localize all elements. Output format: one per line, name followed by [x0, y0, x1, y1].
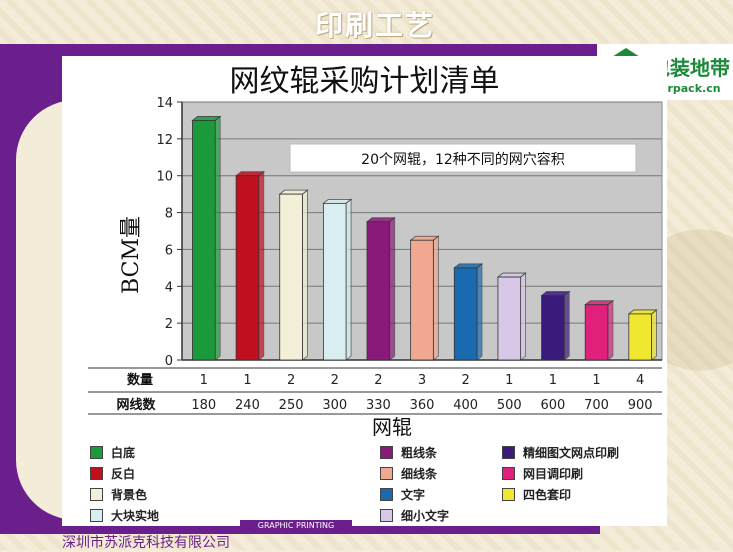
- legend-swatch: [380, 488, 393, 501]
- bar: [628, 313, 652, 361]
- x-tick-label: 330: [366, 398, 391, 413]
- legend-item: 细小文字: [380, 507, 449, 524]
- bar: [497, 276, 522, 361]
- legend-item: 粗线条: [380, 444, 437, 461]
- legend-label: 白底: [111, 446, 136, 460]
- x-tick-label: 400: [453, 398, 478, 413]
- legend-label: 细线条: [401, 467, 438, 481]
- y-tick-label: 2: [165, 317, 173, 332]
- y-tick-label: 8: [165, 207, 173, 222]
- legend-item: 四色套印: [502, 486, 571, 503]
- footer-company: 深圳市苏派克科技有限公司: [62, 535, 230, 551]
- annotation-text: 20个网辊，12种不同的网穴容积: [361, 151, 565, 168]
- count-row-label: 数量: [127, 372, 153, 388]
- y-tick-label: 12: [156, 133, 173, 148]
- legend-label: 精细图文网点印刷: [523, 446, 620, 460]
- legend-label: 细小文字: [401, 509, 450, 523]
- bar: [366, 221, 391, 361]
- legend-swatch: [380, 509, 393, 522]
- legend-swatch: [502, 488, 515, 501]
- legend-label: 四色套印: [523, 488, 572, 502]
- legend-item: 背景色: [90, 486, 147, 503]
- y-tick-label: 6: [165, 243, 173, 258]
- annotation-box: [289, 143, 637, 173]
- y-tick-label: 10: [156, 170, 173, 185]
- bar: [279, 193, 303, 361]
- x-tick-label: 250: [279, 398, 304, 413]
- bar-side: [651, 309, 657, 361]
- bar: [192, 120, 216, 361]
- legend-label: 粗线条: [401, 446, 438, 460]
- bar: [584, 304, 609, 361]
- count-label: 2: [461, 373, 469, 388]
- legend-item: 反白: [90, 465, 135, 482]
- legend-swatch: [380, 467, 393, 480]
- x-tick-label: 240: [235, 398, 260, 413]
- x-tick-label: 900: [628, 398, 653, 413]
- y-tick-label: 4: [165, 280, 173, 295]
- x-tick-label: 300: [322, 398, 347, 413]
- y-tick-label: 0: [165, 354, 173, 369]
- legend-item: 精细图文网点印刷: [502, 444, 619, 461]
- bar-side: [214, 115, 221, 361]
- bar: [453, 267, 478, 361]
- count-label: 2: [331, 373, 339, 388]
- lines-row-label: 网线数: [116, 397, 156, 413]
- x-tick-label: 600: [540, 398, 565, 413]
- y-tick-label: 14: [156, 96, 173, 111]
- bar: [541, 295, 565, 361]
- count-label: 1: [592, 373, 600, 388]
- chart-title: 网纹辊采购计划清单: [229, 64, 500, 99]
- bar-side: [432, 235, 439, 361]
- legend-swatch: [90, 488, 103, 501]
- legend-item: 大块实地: [90, 507, 159, 524]
- count-label: 1: [549, 373, 557, 388]
- legend-swatch: [502, 467, 515, 480]
- bar-side: [345, 198, 352, 361]
- y-axis-label: BCM量: [119, 216, 144, 294]
- legend-item: 文字: [380, 486, 425, 503]
- legend-label: 背景色: [111, 488, 148, 502]
- bar-side: [607, 299, 614, 361]
- count-label: 3: [418, 373, 426, 388]
- bar-side: [389, 216, 396, 361]
- count-label: 1: [243, 373, 251, 388]
- bar: [235, 175, 260, 361]
- bar: [322, 202, 347, 361]
- bar-side: [563, 290, 570, 361]
- count-label: 2: [374, 373, 382, 388]
- legend-swatch: [380, 446, 393, 459]
- x-tick-label: 700: [584, 398, 609, 413]
- bar-side: [520, 272, 527, 361]
- x-tick-label: 360: [410, 398, 435, 413]
- count-label: 4: [636, 373, 644, 388]
- bar: [410, 239, 434, 361]
- x-tick-label: 500: [497, 398, 522, 413]
- logo-sub: erpack.cn: [660, 82, 721, 95]
- legend-item: 细线条: [380, 465, 437, 482]
- legend-label: 大块实地: [111, 509, 160, 523]
- count-label: 1: [505, 373, 513, 388]
- x-tick-label: 180: [191, 398, 216, 413]
- legend-label: 文字: [401, 488, 426, 502]
- legend-item: 白底: [90, 444, 135, 461]
- legend-label: 反白: [111, 467, 136, 481]
- legend-swatch: [502, 446, 515, 459]
- x-axis-label: 网辊: [372, 415, 412, 439]
- count-label: 2: [287, 373, 295, 388]
- legend-item: 网目调印刷: [502, 465, 583, 482]
- footer-tag: GRAPHIC PRINTING: [240, 520, 352, 532]
- legend-swatch: [90, 446, 103, 459]
- legend-label: 网目调印刷: [523, 467, 584, 481]
- count-label: 1: [200, 373, 208, 388]
- legend-swatch: [90, 467, 103, 480]
- bar-side: [476, 263, 483, 361]
- bar-side: [302, 189, 308, 361]
- legend-swatch: [90, 509, 103, 522]
- bar-side: [258, 170, 265, 361]
- header-title: 印刷工艺: [314, 9, 435, 42]
